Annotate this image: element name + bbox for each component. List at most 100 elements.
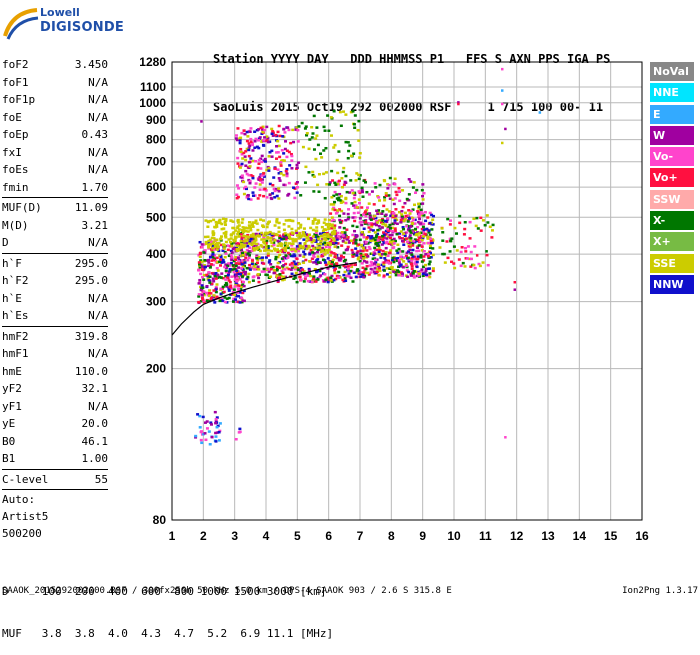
- echo-point: [351, 224, 355, 228]
- echo-point: [382, 241, 386, 245]
- echo-point: [394, 257, 398, 260]
- echo-point: [245, 248, 249, 252]
- echo-point: [407, 226, 411, 230]
- echo-point: [407, 241, 411, 245]
- echo-point: [295, 166, 299, 170]
- echo-point: [407, 193, 411, 196]
- echo-point: [329, 212, 333, 215]
- echo-point: [197, 269, 201, 272]
- echo-point: [224, 263, 228, 266]
- echo-point: [308, 251, 312, 255]
- echo-point: [294, 182, 298, 185]
- echo-point: [254, 159, 258, 163]
- echo-point: [238, 301, 242, 304]
- param-value: 11.09: [74, 201, 108, 214]
- echo-point: [419, 256, 423, 259]
- echo-point: [251, 259, 255, 262]
- echo-point: [257, 255, 261, 259]
- param-value: N/A: [88, 145, 108, 159]
- echo-point: [351, 233, 355, 237]
- echo-point: [275, 274, 279, 278]
- echo-point: [385, 267, 389, 270]
- echo-point: [247, 161, 251, 164]
- echo-point: [205, 259, 209, 262]
- echo-point: [356, 128, 360, 132]
- echo-point: [337, 258, 341, 262]
- echo-point: [199, 438, 203, 442]
- echo-point: [215, 266, 219, 270]
- echo-point: [472, 217, 476, 220]
- echo-point: [315, 226, 319, 229]
- echo-point: [358, 259, 362, 263]
- echo-point: [259, 179, 263, 183]
- echo-point: [262, 245, 266, 249]
- echo-point: [357, 198, 361, 201]
- echo-point: [291, 242, 295, 245]
- echo-point: [203, 258, 207, 262]
- echo-point: [332, 226, 336, 230]
- echo-point: [257, 146, 261, 150]
- echo-point: [368, 264, 372, 267]
- echo-point: [209, 263, 213, 266]
- echo-point: [344, 241, 348, 244]
- echo-point: [402, 227, 406, 231]
- echo-point: [404, 214, 408, 218]
- echo-point: [386, 235, 390, 239]
- echo-point: [200, 284, 204, 287]
- echo-point: [271, 130, 275, 133]
- echo-point: [323, 273, 327, 276]
- echo-point: [226, 244, 230, 247]
- echo-point: [333, 190, 337, 194]
- echo-point: [255, 242, 259, 246]
- echo-point: [298, 232, 302, 235]
- echo-point: [341, 278, 345, 282]
- echo-point: [385, 237, 389, 240]
- x-tick-label: 11: [479, 529, 492, 543]
- echo-point: [318, 275, 322, 279]
- echo-point: [409, 261, 413, 264]
- echo-point: [235, 272, 239, 275]
- echo-point: [405, 251, 409, 255]
- echo-point: [294, 271, 298, 275]
- param-label: h`F2: [2, 274, 29, 287]
- echo-point: [261, 173, 265, 177]
- echo-point: [384, 259, 388, 262]
- echo-point: [381, 219, 385, 222]
- echo-point: [355, 271, 359, 274]
- echo-point: [326, 225, 330, 229]
- echo-point: [262, 262, 266, 265]
- echo-point: [297, 161, 301, 164]
- echo-point: [307, 217, 311, 221]
- echo-point: [290, 264, 294, 268]
- echo-point: [308, 253, 312, 256]
- echo-point: [422, 228, 426, 232]
- echo-point: [257, 276, 261, 280]
- echo-point: [345, 274, 349, 278]
- echo-point: [277, 230, 281, 234]
- echo-point: [350, 202, 354, 205]
- echo-point: [374, 238, 378, 242]
- echo-point: [202, 300, 206, 304]
- echo-point: [290, 219, 294, 223]
- echo-point: [363, 211, 367, 215]
- echo-point: [346, 156, 350, 160]
- echo-point: [384, 223, 388, 226]
- echo-point: [245, 235, 249, 238]
- echo-point: [293, 196, 297, 200]
- echo-point: [413, 232, 417, 235]
- echo-point: [452, 245, 456, 248]
- echo-point: [513, 280, 517, 284]
- echo-point: [248, 165, 252, 168]
- echo-point: [416, 225, 420, 229]
- echo-point: [267, 249, 271, 252]
- echo-point: [286, 194, 290, 197]
- param-label: h`Es: [2, 309, 29, 322]
- echo-point: [222, 232, 226, 235]
- echo-point: [412, 218, 416, 221]
- echo-point: [302, 261, 306, 264]
- echo-point: [346, 141, 350, 144]
- echo-point: [394, 190, 398, 194]
- echo-point: [250, 142, 254, 145]
- echo-point: [342, 183, 346, 186]
- echo-point: [198, 414, 202, 418]
